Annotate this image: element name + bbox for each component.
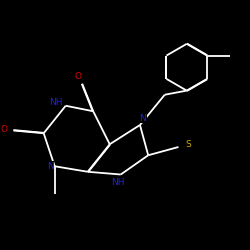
Text: N: N <box>47 162 54 171</box>
Text: N: N <box>139 114 146 122</box>
Text: S: S <box>185 140 191 149</box>
Text: O: O <box>74 72 82 81</box>
Text: NH: NH <box>49 98 63 108</box>
Text: O: O <box>0 125 7 134</box>
Text: NH: NH <box>111 178 125 187</box>
